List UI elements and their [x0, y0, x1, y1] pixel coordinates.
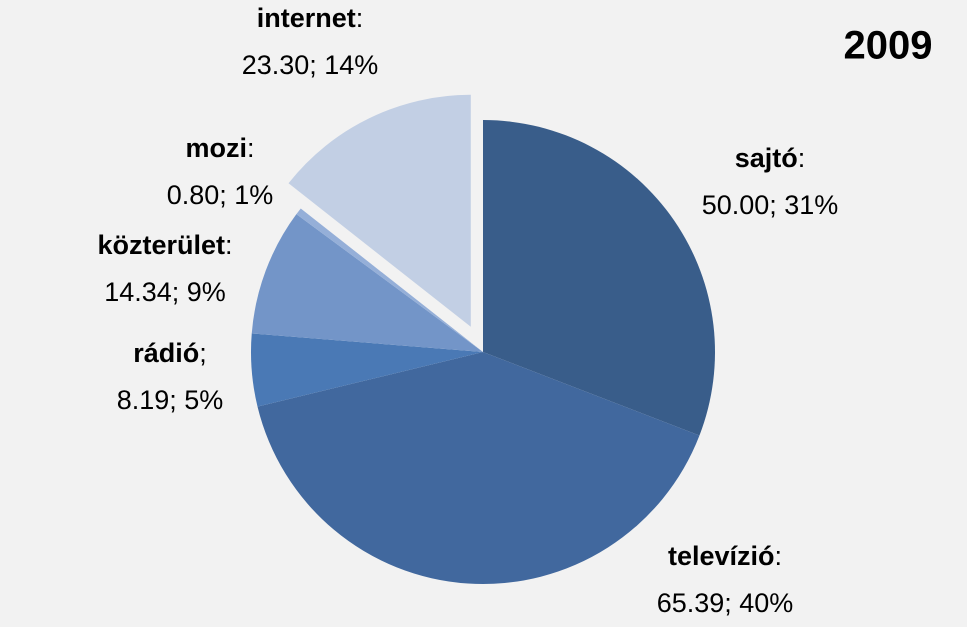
- slice-value-label: 0.80; 1%: [167, 180, 274, 210]
- chart-title: 2009: [844, 24, 933, 68]
- slice-label-name: televízió:: [668, 541, 782, 571]
- label-separator: :: [798, 143, 806, 173]
- pie-slice: [288, 94, 471, 327]
- slice-value-label: 23.30; 14%: [242, 50, 379, 80]
- category-name: rádió: [133, 338, 199, 368]
- slice-label-name: internet:: [257, 3, 364, 33]
- category-name: internet: [257, 3, 356, 33]
- slice-value-label: 50.00; 31%: [702, 190, 839, 220]
- slice-label-name: sajtó:: [735, 143, 806, 173]
- label-separator: :: [356, 3, 364, 33]
- slice-value-label: 8.19; 5%: [117, 385, 224, 415]
- category-name: mozi: [185, 133, 247, 163]
- slice-label-name: rádió;: [133, 338, 207, 368]
- pie-slice: [483, 120, 715, 436]
- category-name: televízió: [668, 541, 775, 571]
- category-name: sajtó: [735, 143, 798, 173]
- pie-slice: [250, 333, 483, 407]
- slice-label-name: közterület:: [97, 230, 232, 260]
- slice-label-name: mozi:: [185, 133, 254, 163]
- label-separator: :: [775, 541, 783, 571]
- pie-slice: [251, 214, 483, 352]
- pie-slice: [296, 208, 483, 352]
- label-separator: :: [247, 133, 255, 163]
- label-separator: :: [225, 230, 233, 260]
- category-name: közterület: [97, 230, 225, 260]
- slice-value-label: 65.39; 40%: [657, 588, 794, 618]
- label-separator: ;: [199, 338, 207, 368]
- pie-slice: [257, 352, 700, 585]
- slice-value-label: 14.34; 9%: [104, 277, 226, 307]
